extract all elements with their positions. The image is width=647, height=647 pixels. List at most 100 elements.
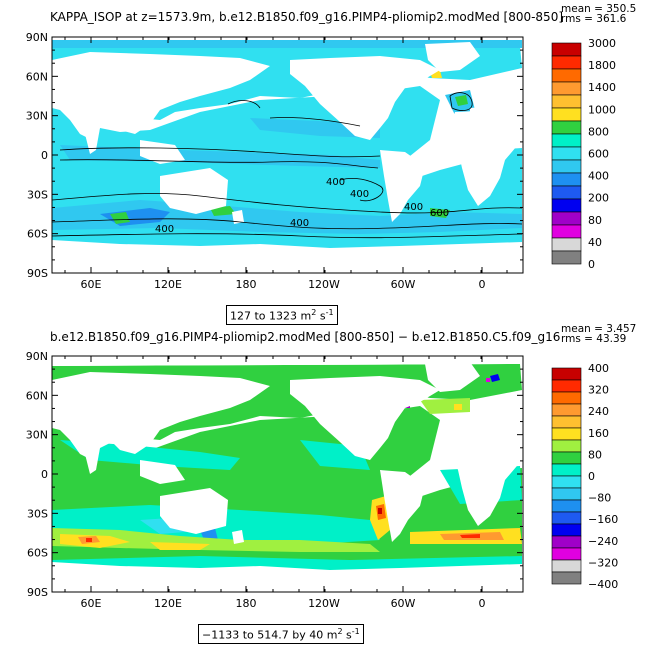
panel1-range-box: 127 to 1323 m2 s-1 [226, 305, 338, 325]
colorbar-swatch [551, 198, 582, 213]
lat-tick-label: 60N [26, 70, 48, 83]
colorbar-swatch [551, 146, 582, 161]
colorbar-label: −160 [588, 513, 618, 526]
panel2-range-exp: 2 [337, 627, 343, 636]
lon-tick-label: 60E [81, 278, 102, 291]
colorbar-label: −240 [588, 535, 618, 548]
colorbar-swatch [551, 391, 582, 405]
colorbar-swatch [551, 107, 582, 122]
lat-tick-label: 90S [27, 267, 48, 280]
panel1-range-exp: 2 [311, 308, 317, 317]
colorbar-swatch [551, 211, 582, 226]
colorbar-swatch [551, 159, 582, 174]
lon-tick-label: 60W [391, 597, 416, 610]
colorbar-label: 1000 [588, 103, 616, 116]
lat-tick-label: 30S [27, 188, 48, 201]
lat-tick-label: 30N [26, 110, 48, 123]
colorbar-label: 200 [588, 192, 609, 205]
colorbar-swatch [551, 427, 582, 441]
colorbar-label: 160 [588, 427, 609, 440]
colorbar-label: 80 [588, 448, 602, 461]
colorbar-swatch [551, 463, 582, 477]
contour-label: 600 [430, 208, 449, 219]
colorbar-swatch [551, 133, 582, 148]
panel2-colorbar: 400 320 240 160 80 0 −80 −160 −240 −320 −400 [551, 362, 618, 591]
lat-tick-label: 0 [41, 149, 48, 162]
panel2-range-unit: s [342, 628, 352, 642]
lat-tick-label: 30S [27, 507, 48, 520]
colorbar-swatch [551, 185, 582, 200]
lon-tick-label: 60W [391, 278, 416, 291]
panel1-title: KAPPA_ISOP at z=1573.9m, b.e12.B1850.f09… [50, 10, 564, 24]
panel2-range-text: −1133 to 514.7 by 40 m [202, 628, 338, 642]
panel2-map [52, 356, 523, 592]
colorbar-label: 3000 [588, 37, 616, 50]
lon-tick-label: 180 [236, 278, 257, 291]
colorbar-swatch [551, 81, 582, 96]
panel1-contour-labels: 400 400 400 400 600 400 [155, 177, 449, 235]
contour-label: 400 [290, 218, 309, 229]
panel1-map [52, 37, 523, 273]
colorbar-swatch [551, 499, 582, 513]
colorbar-swatch [551, 172, 582, 187]
colorbar-swatch [551, 415, 582, 429]
colorbar-swatch [551, 523, 582, 537]
lon-tick-label: 0 [479, 278, 486, 291]
colorbar-label: 400 [588, 170, 609, 183]
lat-tick-label: 60N [26, 389, 48, 402]
lat-tick-label: 30N [26, 429, 48, 442]
colorbar-swatch [551, 571, 582, 585]
lon-tick-label: 120E [154, 278, 182, 291]
colorbar-swatch [551, 42, 582, 57]
colorbar-label: 1400 [588, 81, 616, 94]
panel1-range-text: 127 to 1323 m [230, 309, 312, 323]
panel1-mean: mean = 350.5 [561, 3, 637, 15]
contour-label: 400 [155, 224, 174, 235]
panel2-range-exp2: -1 [351, 627, 360, 636]
contour-label: 400 [326, 177, 345, 188]
colorbar-label: 0 [588, 470, 595, 483]
colorbar-swatch [551, 547, 582, 561]
colorbar-label: −400 [588, 578, 618, 591]
colorbar-swatch [551, 55, 582, 70]
panel2-range-box: −1133 to 514.7 by 40 m2 s-1 [198, 624, 364, 644]
lon-tick-label: 120W [308, 278, 340, 291]
lat-tick-label: 60S [27, 228, 48, 241]
colorbar-swatch [551, 451, 582, 465]
lat-tick-label: 90N [26, 350, 48, 363]
panel2-mean: mean = 3.457 [561, 323, 637, 335]
colorbar-swatch [551, 224, 582, 239]
contour-label: 400 [404, 202, 423, 213]
lon-tick-label: 120E [154, 597, 182, 610]
colorbar-label: 0 [588, 258, 595, 271]
lat-tick-label: 90S [27, 586, 48, 599]
lat-tick-label: 0 [41, 468, 48, 481]
colorbar-swatch [551, 487, 582, 501]
colorbar-swatch [551, 94, 582, 109]
colorbar-swatch [551, 237, 582, 252]
colorbar-swatch [551, 68, 582, 83]
colorbar-swatch [551, 439, 582, 453]
colorbar-swatch [551, 379, 582, 393]
colorbar-label: 800 [588, 125, 609, 138]
colorbar-label: 40 [588, 236, 602, 249]
colorbar-label: 600 [588, 148, 609, 161]
panel2-title: b.e12.B1850.f09_g16.PIMP4-pliomip2.modMe… [50, 330, 561, 344]
colorbar-swatch [551, 475, 582, 489]
colorbar-swatch [551, 535, 582, 549]
colorbar-label: 240 [588, 405, 609, 418]
colorbar-label: 80 [588, 214, 602, 227]
lon-tick-label: 120W [308, 597, 340, 610]
lon-tick-label: 0 [479, 597, 486, 610]
panel1-range-unit: s [316, 309, 326, 323]
panel1-rms: rms = 361.6 [561, 13, 627, 25]
colorbar-swatch [551, 250, 582, 265]
colorbar-swatch [551, 367, 582, 381]
colorbar-label: −80 [588, 492, 611, 505]
colorbar-label: 400 [588, 362, 609, 375]
contour-label: 400 [350, 189, 369, 200]
colorbar-label: −320 [588, 556, 618, 569]
lon-tick-label: 60E [81, 597, 102, 610]
